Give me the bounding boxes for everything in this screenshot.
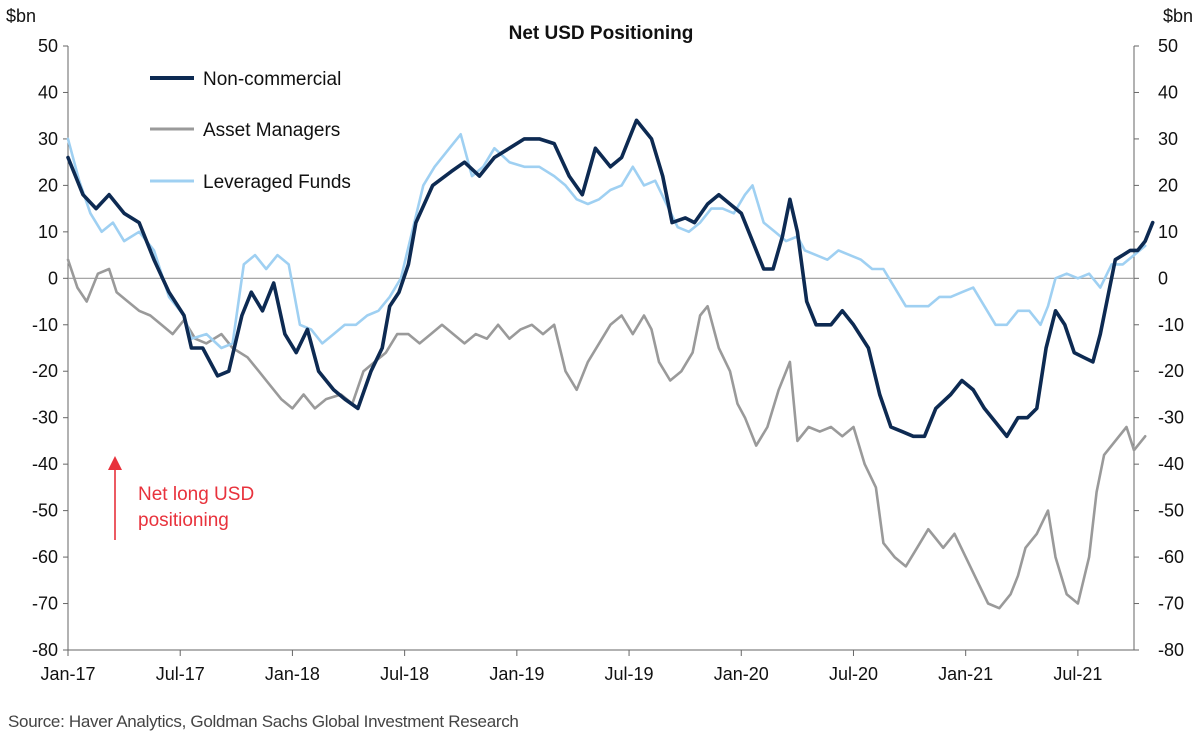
series-line-leveraged-funds — [66, 133, 1147, 350]
chart-title: Net USD Positioning — [509, 23, 694, 44]
y-tick-label-left: 40 — [38, 82, 58, 102]
y-tick-label-right: 10 — [1158, 222, 1178, 242]
annotation-text-line1: Net long USD — [138, 484, 254, 505]
x-tick-label: Jul-19 — [605, 664, 654, 684]
y-tick-label-right: -40 — [1158, 454, 1184, 474]
y-tick-label-right: -60 — [1158, 547, 1184, 567]
y-tick-label-left: -50 — [32, 501, 58, 521]
y-tick-label-left: -60 — [32, 547, 58, 567]
left-axis-unit: $bn — [6, 6, 36, 26]
y-tick-label-right: -50 — [1158, 501, 1184, 521]
y-tick-label-right: 30 — [1158, 129, 1178, 149]
x-tick-label: Jul-17 — [156, 664, 205, 684]
x-tick-label: Jul-21 — [1053, 664, 1102, 684]
annotation-text-line2: positioning — [138, 510, 229, 531]
x-tick-label: Jan-20 — [714, 664, 769, 684]
x-tick-label: Jan-19 — [489, 664, 544, 684]
y-tick-label-left: -20 — [32, 361, 58, 381]
x-tick-label: Jul-18 — [380, 664, 429, 684]
y-tick-label-right: -80 — [1158, 640, 1184, 660]
y-tick-label-right: 0 — [1158, 268, 1168, 288]
y-tick-label-left: 30 — [38, 129, 58, 149]
x-tick-label: Jan-21 — [938, 664, 993, 684]
x-tick-label: Jul-20 — [829, 664, 878, 684]
y-tick-label-left: 50 — [38, 36, 58, 56]
x-tick-label: Jan-17 — [40, 664, 95, 684]
y-tick-label-right: -30 — [1158, 408, 1184, 428]
y-tick-label-left: -10 — [32, 315, 58, 335]
y-tick-label-left: 20 — [38, 175, 58, 195]
y-tick-label-left: 10 — [38, 222, 58, 242]
y-tick-label-right: -20 — [1158, 361, 1184, 381]
y-tick-label-right: -70 — [1158, 594, 1184, 614]
x-tick-label: Jan-18 — [265, 664, 320, 684]
series-line-asset-managers — [66, 258, 1147, 610]
legend-label-asset-managers: Asset Managers — [203, 120, 340, 141]
annotation-arrow-head — [108, 456, 122, 470]
y-tick-label-right: 50 — [1158, 36, 1178, 56]
y-tick-label-left: -30 — [32, 408, 58, 428]
y-tick-label-right: 20 — [1158, 175, 1178, 195]
y-tick-label-right: 40 — [1158, 82, 1178, 102]
y-tick-label-left: -70 — [32, 594, 58, 614]
legend-label-non-commercial: Non-commercial — [203, 69, 341, 90]
right-axis-unit: $bn — [1163, 6, 1193, 26]
series-line-non-commercial — [66, 118, 1155, 439]
y-tick-label-left: -80 — [32, 640, 58, 660]
source-note: Source: Haver Analytics, Goldman Sachs G… — [8, 712, 519, 731]
legend-label-leveraged-funds: Leveraged Funds — [203, 172, 351, 193]
y-tick-label-left: 0 — [48, 268, 58, 288]
y-tick-label-right: -10 — [1158, 315, 1184, 335]
y-tick-label-left: -40 — [32, 454, 58, 474]
